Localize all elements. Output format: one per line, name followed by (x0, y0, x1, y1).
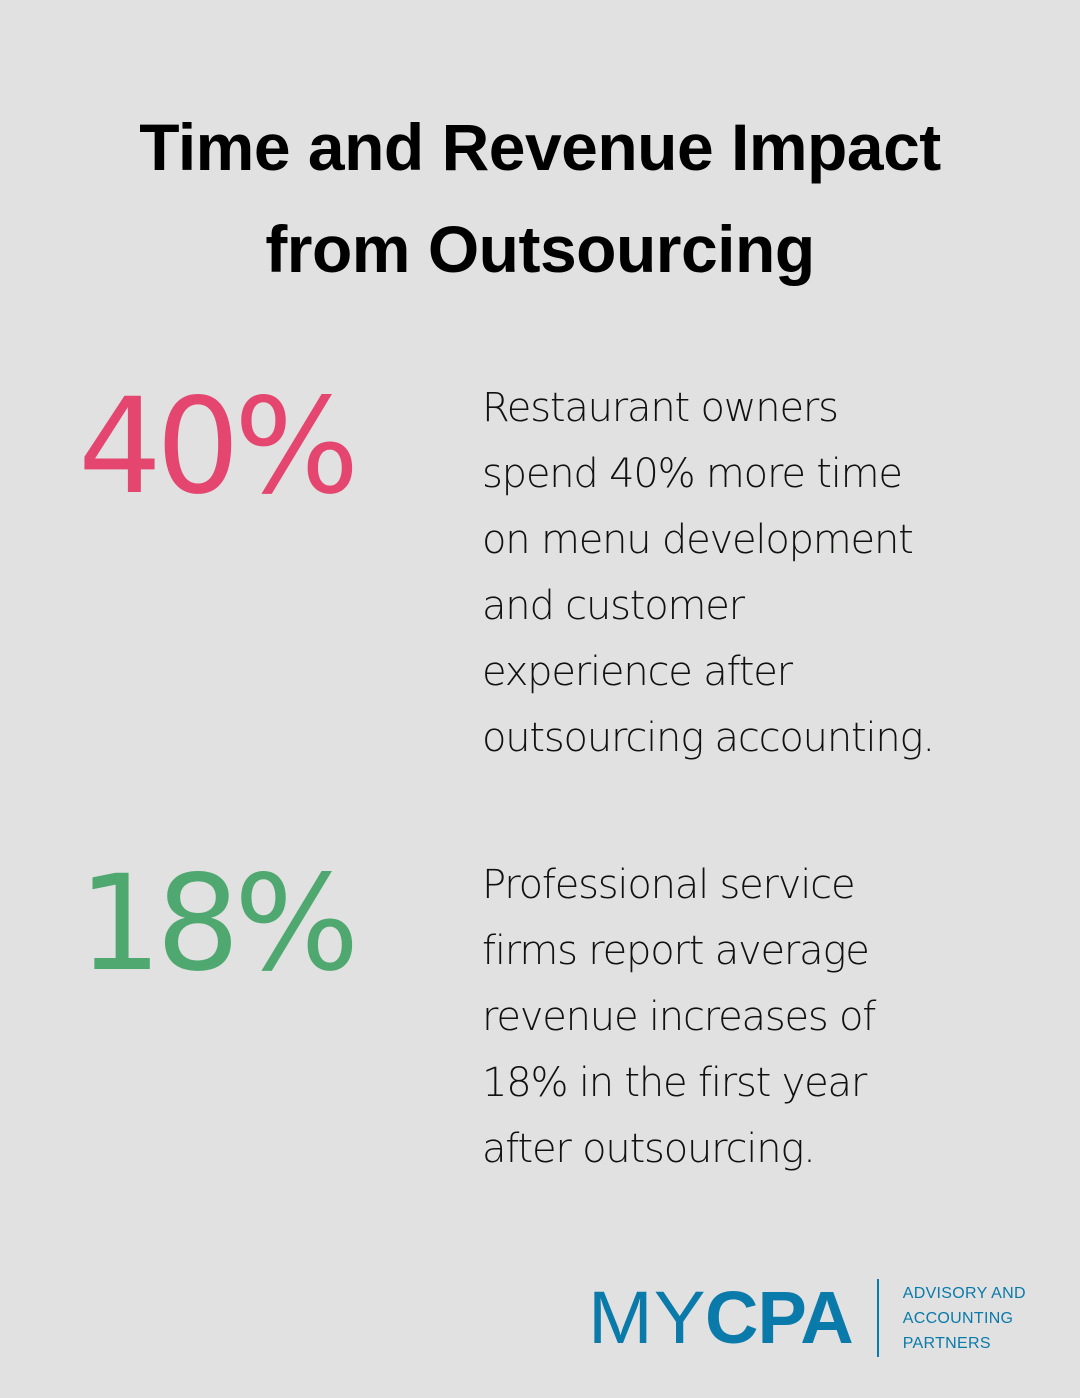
tagline-line-1: ADVISORY AND (902, 1284, 1026, 1302)
logo-my: MY (588, 1276, 707, 1359)
stat-description-revenue: Professional service firms report averag… (482, 862, 876, 1172)
title-line-1: Time and Revenue Impact (139, 110, 941, 184)
logo-cpa: CPA (705, 1276, 854, 1359)
title-line-2: from Outsourcing (265, 212, 815, 286)
tagline-line-2: ACCOUNTING (902, 1309, 1014, 1327)
stat-description-time: Restaurant owners spend 40% more time on… (482, 385, 935, 761)
page-title: Time and Revenue Impact from Outsourcing (0, 96, 1080, 300)
stat-value-18: 18% (78, 847, 359, 1001)
tagline-line-3: PARTNERS (902, 1334, 991, 1352)
logo-wordmark: MY CPA (588, 1276, 854, 1359)
logo-tagline: ADVISORY AND ACCOUNTING PARTNERS (903, 1281, 1026, 1356)
logo-divider (876, 1279, 879, 1357)
mycpa-logo: MY CPA ADVISORY AND ACCOUNTING PARTNERS (588, 1278, 1026, 1358)
stat-value-40: 40% (78, 370, 359, 524)
